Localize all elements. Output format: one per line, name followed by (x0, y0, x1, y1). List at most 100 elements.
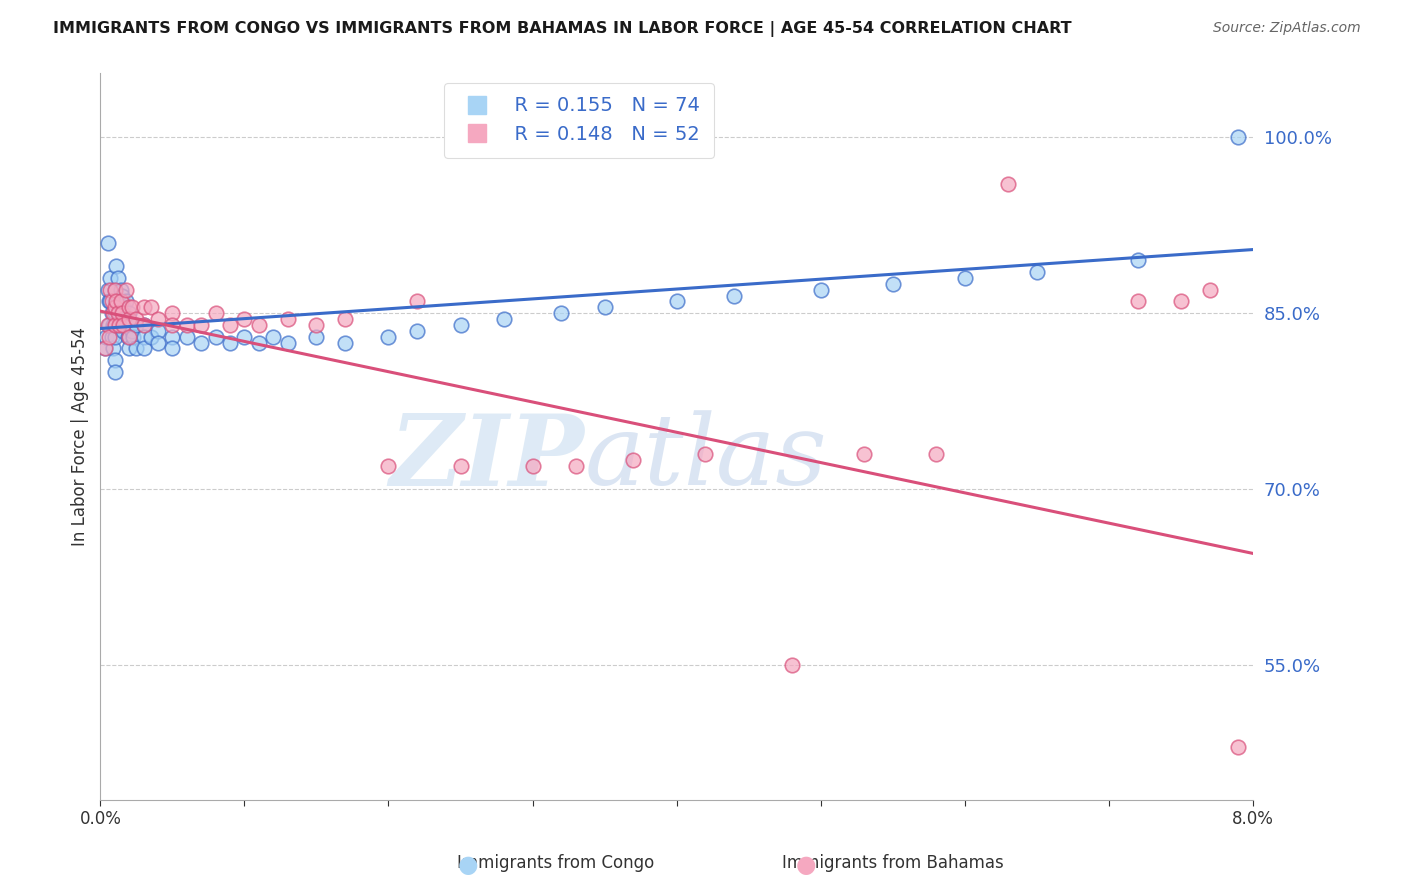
Point (810, 283, 832, 297)
Point (107, 306, 129, 320)
Point (103, 318, 125, 332)
Point (162, 342, 184, 356)
Point (176, 329, 198, 343)
Point (1227, 130, 1250, 145)
Point (882, 277, 904, 291)
Point (114, 312, 136, 326)
Point (101, 306, 124, 320)
Point (335, 312, 357, 326)
Point (1170, 294, 1192, 309)
Point (118, 301, 141, 315)
Point (219, 335, 242, 350)
Point (780, 657, 803, 672)
Point (139, 329, 162, 343)
Text: atlas: atlas (585, 410, 827, 506)
Point (108, 306, 131, 320)
Point (118, 329, 141, 343)
Point (406, 324, 429, 338)
Text: ●: ● (796, 854, 815, 877)
Point (107, 294, 129, 309)
Point (115, 294, 138, 309)
Point (305, 318, 328, 332)
Point (110, 294, 132, 309)
Point (204, 329, 226, 343)
Point (98, 329, 121, 343)
Point (162, 318, 184, 332)
Point (1227, 739, 1250, 754)
Point (103, 342, 125, 356)
Point (492, 312, 515, 326)
Point (104, 353, 127, 368)
Point (107, 271, 129, 285)
Point (406, 294, 429, 309)
Point (621, 452, 644, 467)
Point (101, 294, 124, 309)
Point (132, 318, 155, 332)
Point (108, 318, 131, 332)
Point (132, 342, 155, 356)
Point (118, 312, 141, 326)
Point (277, 335, 299, 350)
Point (146, 312, 169, 326)
Point (112, 318, 135, 332)
Point (118, 329, 141, 343)
Point (335, 335, 357, 350)
Point (146, 335, 169, 350)
Point (146, 324, 169, 338)
Point (110, 301, 132, 315)
Point (132, 301, 155, 315)
Point (111, 306, 134, 320)
Point (112, 324, 135, 338)
Point (377, 329, 399, 343)
Point (104, 283, 127, 297)
Point (100, 294, 122, 309)
Point (121, 301, 143, 315)
Point (111, 288, 134, 302)
Point (132, 318, 155, 332)
Point (190, 335, 212, 350)
Point (204, 306, 226, 320)
Point (219, 318, 242, 332)
Point (247, 335, 270, 350)
Point (550, 306, 572, 320)
Point (522, 458, 544, 473)
Point (104, 318, 127, 332)
Point (98, 294, 121, 309)
Point (723, 288, 745, 302)
Y-axis label: In Labor Force | Age 45-54: In Labor Force | Age 45-54 (72, 326, 89, 546)
Point (665, 294, 688, 309)
Point (100, 283, 122, 297)
Legend:   R = 0.155   N = 74,   R = 0.148   N = 52: R = 0.155 N = 74, R = 0.148 N = 52 (444, 83, 713, 158)
Point (277, 312, 299, 326)
Point (305, 329, 328, 343)
Point (564, 458, 586, 473)
Point (93, 342, 115, 356)
Point (118, 306, 141, 320)
Point (105, 260, 128, 274)
Point (104, 329, 127, 343)
Point (122, 329, 145, 343)
Point (1126, 253, 1149, 268)
Point (104, 306, 127, 320)
Point (132, 329, 155, 343)
Point (108, 318, 131, 332)
Point (96, 283, 118, 297)
Point (162, 329, 184, 343)
Point (139, 301, 162, 315)
Point (101, 329, 124, 343)
Point (233, 312, 256, 326)
Point (94, 329, 117, 343)
Point (120, 318, 142, 332)
Point (104, 301, 127, 315)
Point (105, 294, 128, 309)
Text: ●: ● (458, 854, 478, 877)
Text: Source: ZipAtlas.com: Source: ZipAtlas.com (1213, 21, 1361, 36)
Point (190, 318, 212, 332)
Point (118, 342, 141, 356)
Point (377, 458, 399, 473)
Point (103, 306, 125, 320)
Point (1126, 294, 1149, 309)
Point (100, 271, 122, 285)
Point (233, 329, 256, 343)
Point (118, 318, 141, 332)
